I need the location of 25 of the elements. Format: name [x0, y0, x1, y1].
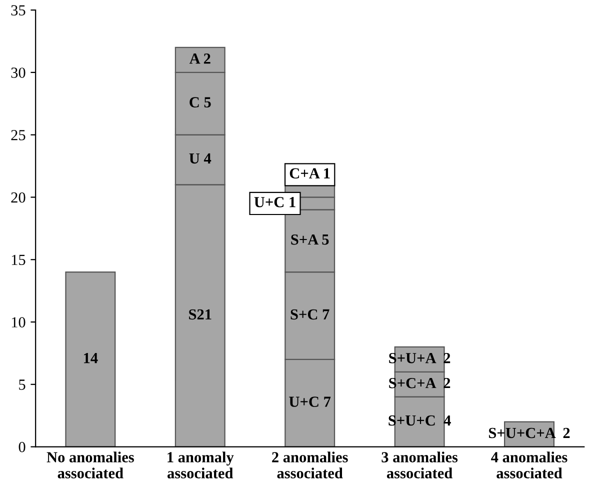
y-tick-label: 35 [11, 5, 26, 16]
x-tick-label: 3 anomalies associated [382, 452, 458, 478]
data-label: C+A 1 [290, 168, 330, 179]
data-label: S+A 5 [291, 234, 329, 245]
x-tick-label: 2 anomalies associated [272, 452, 348, 478]
y-tick-label: 5 [19, 380, 26, 390]
data-label: C 5 [190, 97, 211, 108]
x-tick-label: 4 anomalies associated [491, 452, 568, 478]
data-label: U+C 7 [289, 396, 331, 407]
data-label: A 2 [189, 54, 210, 64]
data-label: 14 [84, 353, 98, 364]
data-label: U+C 1 [254, 197, 296, 208]
data-label: S+C 7 [290, 309, 330, 320]
y-tick-label: 25 [11, 130, 26, 140]
bar [65, 272, 116, 447]
y-tick-label: 30 [11, 68, 26, 78]
y-tick-label: 0 [18, 442, 26, 452]
x-tick-label: No anomalies associated [46, 452, 134, 478]
y-tick-label: 15 [12, 254, 26, 266]
y-tick-label: 20 [11, 192, 26, 203]
y-tick-label: 10 [12, 317, 26, 328]
data-label: S+U+C+A 2 [488, 428, 570, 438]
data-label: S21 [189, 309, 212, 320]
data-label: U 4 [189, 153, 212, 164]
x-tick-label: 1 anomaly associated [168, 452, 234, 478]
